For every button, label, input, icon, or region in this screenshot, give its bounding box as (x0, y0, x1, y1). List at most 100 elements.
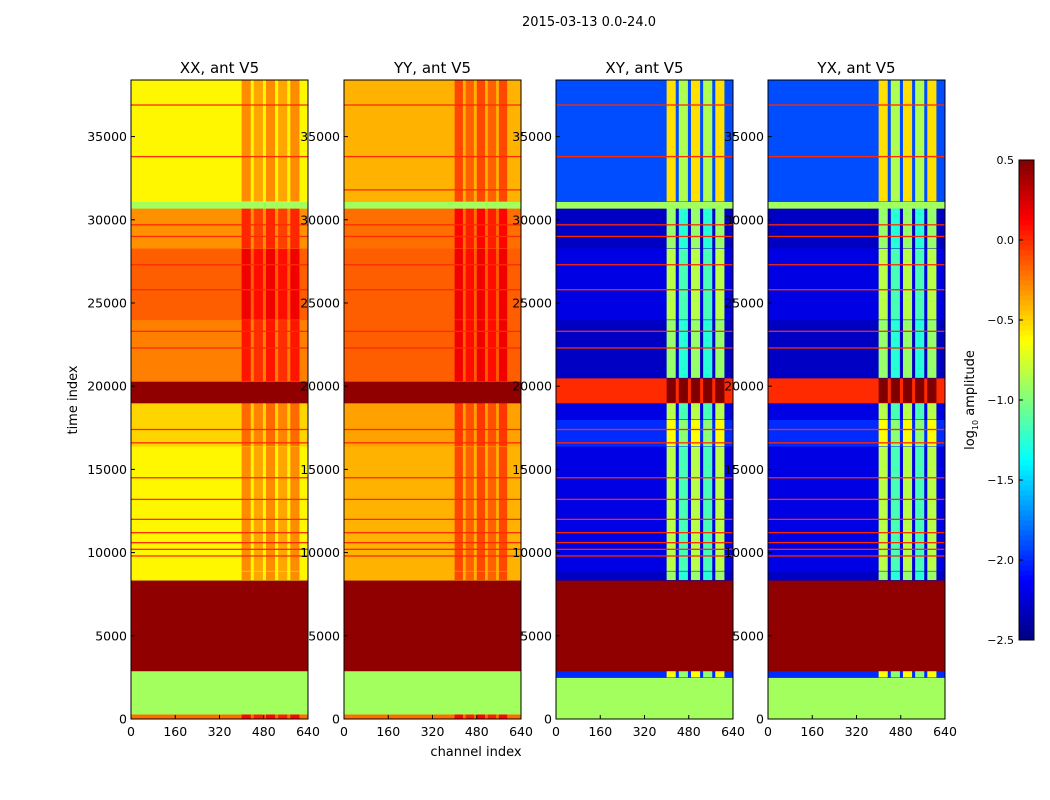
heatmap-column (278, 402, 288, 447)
heatmap-column (454, 208, 463, 249)
colorbar-segment (1019, 220, 1034, 226)
colorbar-segment (1019, 605, 1034, 611)
heatmap-line (131, 542, 308, 544)
colorbar-segment (1019, 215, 1034, 221)
heatmap-line (131, 498, 308, 501)
heatmap-column (278, 248, 288, 320)
heatmap-line (344, 224, 521, 226)
heatmap-band (768, 402, 945, 420)
colorbar-tick-label: −1.5 (987, 474, 1014, 487)
heatmap-column (678, 80, 688, 202)
colorbar-segment (1019, 170, 1034, 176)
x-tick-label: 0 (127, 724, 135, 739)
y-tick-label: 25000 (512, 295, 552, 310)
y-tick-label: 30000 (512, 212, 552, 227)
heatmap-band (344, 570, 521, 581)
heatmap-column (253, 446, 263, 571)
x-axis-label: channel index (430, 745, 521, 760)
colorbar-segment (1019, 300, 1034, 306)
heatmap-column (715, 570, 725, 581)
y-tick-label: 25000 (300, 295, 340, 310)
colorbar-segment (1019, 610, 1034, 616)
heatmap-column (915, 670, 925, 678)
heatmap-line (344, 518, 521, 521)
colorbar-segment (1019, 440, 1034, 446)
heatmap-column (241, 446, 251, 571)
colorbar-segment (1019, 395, 1034, 401)
colorbar-segment (1019, 430, 1034, 436)
heatmap-column (703, 248, 713, 320)
x-tick-label: 320 (208, 724, 232, 739)
colorbar-segment (1019, 350, 1034, 356)
heatmap-column (476, 208, 486, 249)
heatmap-column (678, 319, 688, 378)
y-tick-label: 0 (332, 712, 340, 727)
heatmap-column (666, 248, 676, 320)
heatmap-band (768, 570, 945, 581)
colorbar-segment (1019, 495, 1034, 501)
heatmap-column (290, 446, 300, 571)
heatmap-column (703, 570, 713, 581)
heatmap-column (465, 208, 474, 249)
x-tick-label: 640 (509, 724, 533, 739)
colorbar: 0.5 0.0 −0.5 −1.0 −1.5 −2.0 −2.5 (987, 154, 1035, 647)
colorbar-segment (1019, 550, 1034, 556)
heatmap-column (290, 570, 300, 581)
heatmap-column (290, 248, 300, 320)
y-tick-label: 10000 (512, 545, 552, 560)
heatmap-line (556, 104, 733, 106)
colorbar-segment (1019, 460, 1034, 466)
heatmap-column (902, 570, 913, 581)
heatmap-column (265, 402, 276, 447)
heatmap-column (890, 377, 900, 403)
heatmap-line (344, 104, 521, 106)
heatmap-line (556, 428, 733, 431)
heatmap-column (241, 714, 251, 719)
heatmap-line (344, 264, 521, 266)
colorbar-tick-label: −2.0 (987, 554, 1014, 567)
heatmap-line (344, 189, 521, 191)
heatmap-line (556, 235, 733, 238)
colorbar-segment (1019, 595, 1034, 601)
heatmap-column (902, 319, 913, 378)
heatmap-line (768, 264, 945, 266)
y-tick-label: 20000 (87, 379, 127, 394)
heatmap-column (487, 208, 497, 249)
heatmap-column (915, 446, 925, 571)
colorbar-segment (1019, 405, 1034, 411)
x-tick-label: 320 (845, 724, 869, 739)
x-tick-label: 160 (800, 724, 824, 739)
heatmap-band (344, 201, 521, 209)
heatmap-column (476, 80, 486, 202)
heatmap-column (878, 570, 888, 581)
heatmap-column (703, 446, 713, 571)
heatmap-column (290, 402, 300, 447)
y-tick-label: 10000 (300, 545, 340, 560)
colorbar-segment (1019, 505, 1034, 511)
heatmap-column (915, 208, 925, 249)
colorbar-segment (1019, 585, 1034, 591)
heatmap-line (556, 155, 733, 158)
heatmap-column (715, 670, 725, 678)
colorbar-tick-label: −2.5 (987, 634, 1014, 647)
colorbar-segment (1019, 545, 1034, 551)
y-axis-label: time index (66, 365, 81, 434)
colorbar-segment (1019, 620, 1034, 626)
colorbar-segment (1019, 205, 1034, 211)
colorbar-segment (1019, 530, 1034, 536)
heatmap-line (131, 442, 308, 444)
heatmap-line (556, 548, 733, 550)
heatmap-line (344, 555, 521, 557)
heatmap-column (878, 377, 888, 403)
heatmap-column (915, 419, 925, 447)
heatmap-line (344, 498, 521, 501)
y-tick-label: 20000 (724, 379, 764, 394)
heatmap-column (666, 80, 676, 202)
heatmap-column (878, 248, 888, 320)
heatmap-band (556, 402, 733, 420)
heatmap-line (556, 498, 733, 501)
heatmap-column (290, 714, 300, 719)
heatmap-column (666, 446, 676, 571)
heatmap-line (131, 555, 308, 557)
